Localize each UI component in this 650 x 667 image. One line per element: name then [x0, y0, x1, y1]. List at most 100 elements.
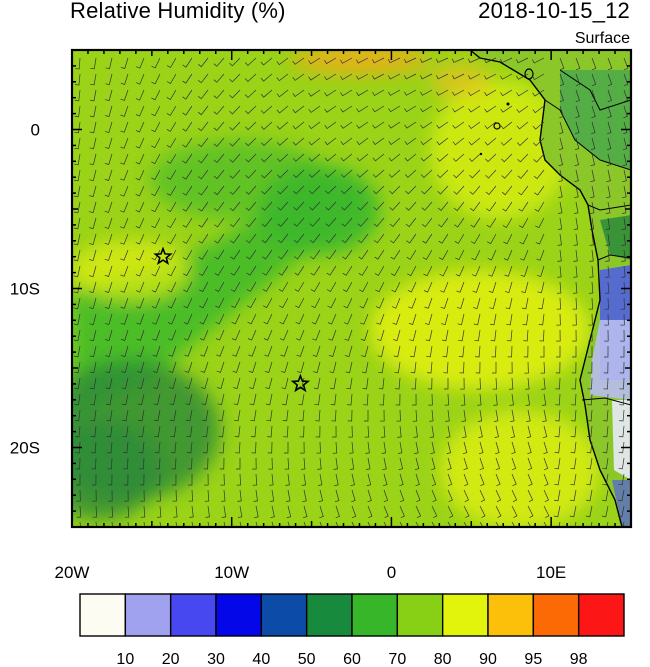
wind-barb [509, 393, 514, 406]
wind-barb [607, 73, 613, 87]
wind-barb [382, 457, 387, 470]
wind-barb [284, 442, 289, 454]
colorbar-label: 98 [570, 651, 588, 667]
wind-barb [135, 137, 145, 149]
wind-barb [203, 457, 209, 470]
wind-barb [135, 169, 145, 181]
wind-barb [492, 377, 498, 390]
wind-barb [236, 458, 241, 470]
wind-barb [463, 473, 469, 487]
wind-barb [138, 441, 145, 454]
wind-barb [89, 137, 97, 150]
wind-barb [605, 201, 611, 214]
wind-barb [527, 489, 534, 503]
wind-barb [218, 409, 225, 422]
wind-barb [410, 361, 417, 374]
wind-barb [388, 137, 401, 145]
wind-barb [471, 265, 481, 277]
wind-barb [340, 153, 353, 162]
wind-barb [463, 457, 468, 471]
wind-barb [269, 489, 275, 502]
wind-barb [586, 425, 593, 438]
wind-barb [521, 281, 529, 294]
wind-barb [182, 169, 193, 180]
wind-barb [420, 169, 433, 178]
wind-barb [76, 505, 82, 518]
colorbar-label: 90 [479, 651, 497, 667]
wind-barb [217, 377, 225, 390]
wind-barb [516, 121, 529, 130]
wind-barb [200, 361, 209, 373]
wind-barb [105, 329, 113, 342]
wind-barb [279, 313, 289, 325]
wind-barb [120, 137, 129, 149]
wind-barb [244, 73, 257, 82]
wind-barb [151, 233, 161, 245]
wind-barb [533, 153, 545, 163]
wind-barb [475, 345, 481, 358]
wind-barb [246, 249, 257, 260]
wind-barb [570, 441, 577, 454]
wind-barb [325, 233, 337, 244]
wind-barb [326, 249, 337, 260]
wind-barb [121, 361, 129, 374]
wind-barb [229, 57, 241, 67]
wind-barb [151, 121, 161, 133]
wind-barb [334, 489, 340, 503]
wind-barb [623, 73, 629, 87]
wind-barb [137, 409, 145, 422]
wind-barb [153, 409, 161, 422]
wind-barb [309, 201, 321, 211]
wind-barb [421, 185, 433, 195]
wind-barb [261, 233, 273, 244]
wind-barb [454, 217, 465, 228]
wind-barb [188, 474, 193, 486]
wind-barb [555, 377, 561, 390]
wind-barb [425, 329, 433, 342]
wind-barb [440, 297, 449, 309]
wind-barb [169, 377, 177, 390]
wind-barb [285, 473, 290, 486]
wind-barb [277, 185, 289, 195]
wind-barb [74, 377, 81, 390]
wind-barb [589, 217, 595, 230]
wind-barb [607, 57, 613, 71]
wind-barb [572, 281, 578, 294]
wind-barb [495, 473, 501, 487]
wind-barb [488, 281, 497, 293]
wind-barb [452, 73, 465, 80]
wind-barb [388, 73, 401, 80]
wind-barb [468, 73, 481, 80]
wind-barb [573, 201, 579, 214]
wind-barb [341, 185, 353, 195]
wind-barb [76, 489, 81, 502]
wind-barb [479, 473, 485, 487]
wind-barb [313, 361, 321, 374]
wind-barb [455, 249, 465, 261]
wind-barb [351, 521, 355, 527]
wind-barb [276, 73, 289, 82]
wind-barb [292, 89, 305, 97]
wind-barb [170, 441, 177, 454]
wind-barb [245, 185, 257, 195]
wind-barb [383, 521, 387, 527]
wind-barb [324, 169, 337, 178]
wind-barb [159, 521, 162, 527]
wind-barb [571, 409, 577, 422]
wind-barb [135, 265, 145, 277]
wind-barb [104, 185, 113, 197]
wind-barb [468, 121, 481, 129]
wind-barb [185, 393, 193, 406]
wind-barb [508, 377, 514, 390]
wind-barb [444, 393, 449, 406]
wind-barb [390, 233, 401, 244]
wind-barb [182, 57, 193, 68]
wind-barb [135, 281, 145, 293]
wind-barb [570, 489, 577, 502]
wind-barb [184, 345, 193, 357]
wind-barb [89, 169, 97, 182]
wind-barb [478, 425, 483, 438]
wind-barb [571, 377, 577, 390]
wind-barb [389, 185, 401, 195]
wind-barb [303, 521, 307, 527]
